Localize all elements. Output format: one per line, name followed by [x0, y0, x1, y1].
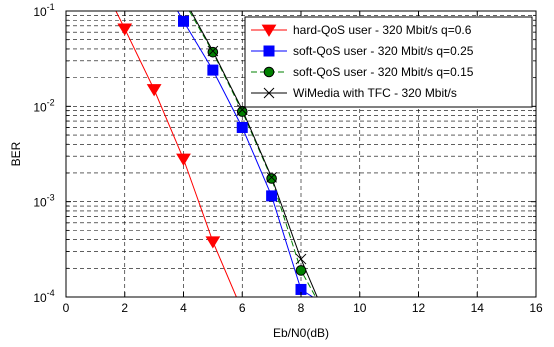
series-2-point [178, 15, 189, 27]
legend-label-1: hard-QoS user - 320 Mbit/s q=0.6 [293, 23, 472, 37]
y-axis-ticks: 10-1 10-2 10-3 10-4 [33, 2, 536, 305]
series-line-4 [190, 11, 318, 297]
series-4-point [266, 171, 277, 183]
series-1-point [146, 84, 162, 97]
x-tick-label: 8 [298, 301, 305, 315]
series-4-point [295, 253, 307, 265]
x-tick-label: 12 [412, 301, 426, 315]
legend-marker-2 [263, 45, 275, 57]
series-1-point [117, 23, 133, 36]
legend: hard-QoS user - 320 Mbit/s q=0.6 soft-QoS… [244, 16, 533, 108]
x-tick-label: 6 [239, 301, 246, 315]
y-axis-label: BER [9, 141, 23, 166]
series-3-point [236, 106, 248, 117]
x-tick-label: 10 [353, 301, 367, 315]
markers-layer [117, 15, 307, 295]
series-2-point [236, 121, 248, 133]
x-axis-ticks: 0 2 4 6 8 10 12 14 16 [63, 11, 543, 315]
legend-marker-1 [261, 24, 277, 37]
legend-label-4: WiMedia with TFC - 320 Mbit/s [293, 86, 457, 100]
x-tick-label: 16 [529, 301, 543, 315]
y-tick-label: 10-1 [33, 2, 54, 19]
x-tick-label: 4 [180, 301, 187, 315]
legend-marker-3 [263, 66, 275, 78]
y-tick-label: 10-2 [33, 97, 54, 114]
series-1-point [205, 236, 221, 249]
series-3-point [295, 265, 307, 276]
legend-label-2: soft-QoS user - 320 Mbit/s q=0.25 [293, 44, 474, 58]
x-tick-label: 14 [471, 301, 485, 315]
x-axis-label: Eb/N0(dB) [273, 326, 329, 340]
y-tick-label: 10-3 [33, 193, 54, 210]
series-2-point [266, 190, 278, 202]
series-4-point [207, 45, 219, 57]
x-tick-label: 0 [63, 301, 70, 315]
legend-label-3: soft-QoS user - 320 Mbit/s q=0.15 [293, 65, 474, 79]
series-2-point [207, 64, 219, 76]
series-3-point [266, 173, 277, 184]
legend-marker-4 [263, 87, 275, 99]
x-tick-label: 2 [121, 301, 128, 315]
y-tick-label: 10-4 [33, 288, 54, 305]
legend-box [244, 16, 533, 108]
series-3-point [207, 46, 219, 58]
series-1-point [176, 153, 191, 166]
